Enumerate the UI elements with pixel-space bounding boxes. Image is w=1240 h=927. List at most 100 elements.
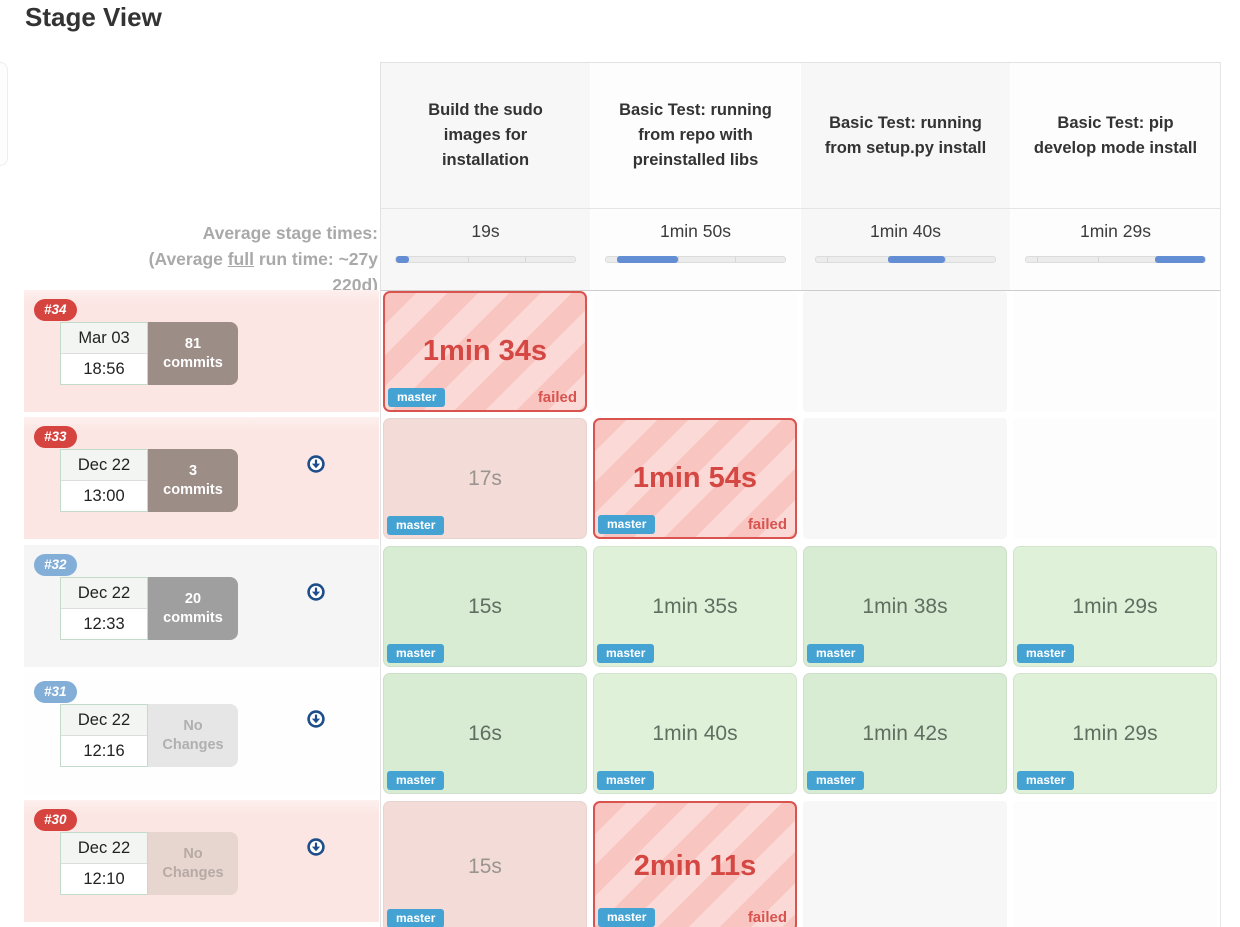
branch-tag: master: [387, 771, 445, 790]
stage-cell-passed[interactable]: 17s master: [383, 418, 587, 539]
failed-label: failed: [537, 389, 577, 406]
build-datetime-box[interactable]: Dec 22 12:16: [60, 704, 148, 767]
changes-box[interactable]: 20 commits: [148, 577, 238, 640]
failed-label: failed: [747, 909, 787, 926]
branch-tag: master: [598, 908, 656, 927]
stage-cell-empty: [1013, 418, 1217, 539]
branch-tag: master: [388, 388, 446, 407]
stage-duration: 1min 40s: [652, 721, 738, 745]
stage-cell-passed[interactable]: 15s master: [383, 546, 587, 667]
avg-full-run-time-link: full: [227, 249, 254, 269]
changes-box[interactable]: No Changes: [148, 832, 238, 895]
bar-segment-tick: [678, 257, 680, 262]
stage-cell-failed[interactable]: 2min 11s master failed: [593, 801, 797, 927]
stage-cell-passed[interactable]: 15s master: [383, 801, 587, 927]
changes-label: commits: [163, 609, 223, 626]
build-badge[interactable]: #32: [34, 554, 77, 576]
build-badge[interactable]: #34: [34, 299, 77, 321]
bar-segment-tick: [1036, 257, 1038, 262]
failed-label: failed: [747, 516, 787, 533]
stage-average-time: 1min 40s: [869, 221, 941, 241]
stage-duration: 1min 29s: [1072, 594, 1158, 618]
build-badge[interactable]: #30: [34, 809, 77, 831]
stage-cell-passed[interactable]: 16s master: [383, 673, 587, 794]
build-datetime-box[interactable]: Mar 03 18:56: [60, 322, 148, 385]
changes-box[interactable]: No Changes: [148, 704, 238, 767]
build-datetime-box[interactable]: Dec 22 13:00: [60, 449, 148, 512]
avg-line2-pre: (Average: [148, 249, 228, 269]
stage-duration: 1min 35s: [652, 594, 738, 618]
build-badge[interactable]: #33: [34, 426, 77, 448]
build-time: 12:33: [83, 614, 125, 633]
stage-cell-empty: [1013, 291, 1217, 412]
bar-segment-tick: [944, 257, 946, 262]
build-row-band: #31 Dec 22 12:16 No Changes: [24, 672, 379, 794]
stage-time-bar-fill: [616, 256, 679, 263]
avg-line1: Average stage times:: [202, 223, 378, 243]
download-arrow-icon: [307, 583, 325, 601]
stage-duration: 17s: [468, 466, 502, 490]
stage-time-bar-fill: [1154, 256, 1205, 263]
stage-cell-empty: [803, 801, 1007, 927]
stage-average-time: 19s: [471, 221, 500, 241]
stage-duration: 15s: [468, 594, 502, 618]
stage-cell-passed[interactable]: 1min 42s master: [803, 673, 1007, 794]
stage-average-time: 1min 29s: [1079, 221, 1151, 241]
bar-segment-tick: [826, 257, 828, 262]
build-date: Dec 22: [61, 833, 147, 864]
changes-count: 20: [184, 590, 202, 607]
build-row-band: #32 Dec 22 12:33 20 commits: [24, 545, 379, 667]
changes-count: No: [183, 845, 203, 862]
stage-time-bar: [1025, 256, 1206, 263]
branch-tag: master: [807, 644, 865, 663]
bar-segment-tick: [1098, 257, 1100, 262]
build-time: 12:10: [83, 869, 125, 888]
bar-segment-tick: [468, 257, 470, 262]
changes-count: 3: [188, 462, 198, 479]
stage-cell-passed[interactable]: 1min 40s master: [593, 673, 797, 794]
branch-tag: master: [807, 771, 865, 790]
branch-tag: master: [387, 644, 445, 663]
stage-time-bar: [395, 256, 576, 263]
stage-time-bar: [605, 256, 786, 263]
stage-duration: 1min 54s: [632, 462, 758, 494]
changes-box[interactable]: 3 commits: [148, 449, 238, 512]
build-row-band: #30 Dec 22 12:10 No Changes: [24, 800, 379, 922]
build-datetime-box[interactable]: Dec 22 12:33: [60, 577, 148, 640]
page-title: Stage View: [25, 2, 162, 32]
build-row-band: #34 Mar 03 18:56 81 commits: [24, 290, 379, 412]
changes-label: Changes: [162, 736, 224, 753]
stage-cell-failed[interactable]: 1min 34s master failed: [383, 291, 587, 412]
stage-header: Basic Test: running from setup.py instal…: [801, 63, 1010, 208]
download-arrow-icon: [307, 455, 325, 473]
stage-cell-passed[interactable]: 1min 35s master: [593, 546, 797, 667]
stage-duration: 15s: [468, 854, 502, 878]
stage-cell-passed[interactable]: 1min 38s master: [803, 546, 1007, 667]
stage-header: Build the sudo images for installation: [381, 63, 590, 208]
download-arrow-icon: [307, 838, 325, 856]
build-time: 12:16: [83, 741, 125, 760]
stage-average-time-cell: 1min 29s: [1011, 209, 1220, 290]
stage-cell-empty: [593, 291, 797, 412]
stage-cell-failed[interactable]: 1min 54s master failed: [593, 418, 797, 539]
stage-cell-passed[interactable]: 1min 29s master: [1013, 546, 1217, 667]
download-artifacts-icon[interactable]: [307, 455, 325, 473]
branch-tag: master: [597, 644, 655, 663]
stage-cell-passed[interactable]: 1min 29s master: [1013, 673, 1217, 794]
build-datetime-box[interactable]: Dec 22 12:10: [60, 832, 148, 895]
download-artifacts-icon[interactable]: [307, 710, 325, 728]
stage-duration: 1min 38s: [862, 594, 948, 618]
stage-duration: 2min 11s: [633, 850, 757, 882]
build-badge[interactable]: #31: [34, 681, 77, 703]
download-artifacts-icon[interactable]: [307, 583, 325, 601]
changes-label: Changes: [162, 864, 224, 881]
build-time: 18:56: [83, 359, 125, 378]
stage-header: Basic Test: pip develop mode install: [1011, 63, 1220, 208]
stage-duration: 1min 34s: [422, 335, 548, 367]
changes-box[interactable]: 81 commits: [148, 322, 238, 385]
changes-count: No: [183, 717, 203, 734]
changes-label: commits: [163, 481, 223, 498]
bar-segment-tick: [524, 257, 526, 262]
branch-tag: master: [1017, 771, 1075, 790]
download-artifacts-icon[interactable]: [307, 838, 325, 856]
